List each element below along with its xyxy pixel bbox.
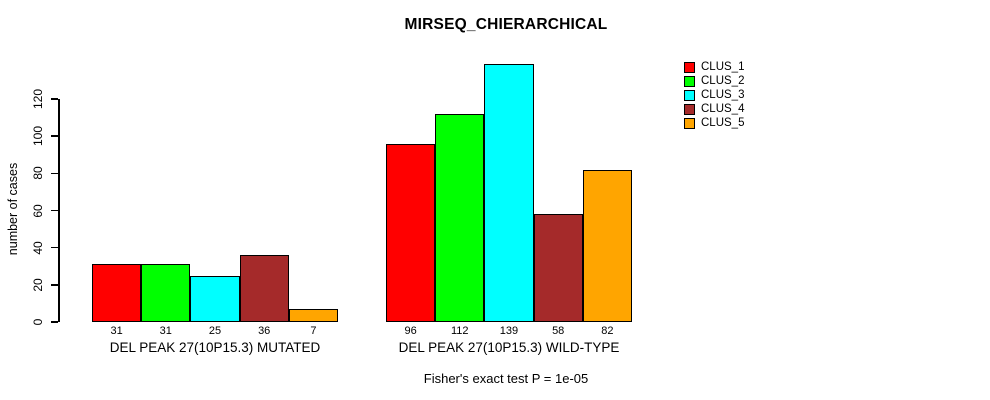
legend-item-clus_5: CLUS_5: [684, 116, 744, 130]
y-tick-mark: [51, 209, 58, 212]
legend-swatch: [684, 89, 695, 101]
y-tick-label: 0: [31, 318, 45, 326]
legend-item-clus_3: CLUS_3: [684, 88, 744, 102]
group-label-mutated: DEL PEAK 27(10P15.3) MUTATED: [109, 340, 321, 355]
bar-clus_3-group1: [190, 275, 240, 322]
legend-label: CLUS_4: [701, 103, 745, 115]
bar-clus_5-group2: [582, 169, 632, 322]
legend-item-clus_2: CLUS_2: [684, 74, 744, 88]
legend-swatch: [684, 103, 695, 115]
bar-value-label: 112: [451, 325, 469, 337]
legend-label: CLUS_1: [701, 61, 745, 73]
legend-label: CLUS_3: [701, 89, 745, 101]
y-tick-mark: [51, 321, 58, 323]
legend-item-clus_1: CLUS_1: [684, 60, 744, 74]
y-axis-title: number of cases: [6, 162, 20, 256]
bar-value-label: 139: [499, 325, 519, 337]
group-label-wild-type: DEL PEAK 27(10P15.3) WILD-TYPE: [398, 340, 620, 355]
legend-label: CLUS_5: [701, 117, 745, 129]
caption-fishers-test: Fisher's exact test P = 1e-05: [423, 371, 589, 386]
chart-title: MIRSEQ_CHIERARCHICAL: [404, 16, 608, 33]
legend-swatch: [684, 61, 695, 73]
bar-clus_2-group2: [435, 113, 485, 322]
legend-swatch: [684, 75, 695, 87]
bar-value-label: 36: [258, 325, 271, 337]
y-tick-mark: [51, 135, 58, 137]
bar-value-label: 58: [552, 325, 565, 337]
bar-clus_1-group2: [386, 143, 436, 322]
bar-clus_5-group1: [288, 308, 338, 322]
bar-clus_4-group1: [239, 255, 289, 322]
legend-item-clus_4: CLUS_4: [684, 102, 744, 116]
y-tick-label: 20: [31, 278, 45, 292]
y-tick-label: 120: [31, 88, 45, 110]
y-tick-label: 40: [31, 240, 45, 255]
bar-value-label: 25: [208, 325, 222, 337]
legend: CLUS_1 CLUS_2 CLUS_3 CLUS_4 CLUS_5: [684, 60, 744, 130]
bar-value-label: 31: [110, 325, 123, 337]
y-tick-mark: [51, 172, 58, 175]
legend-label: CLUS_2: [701, 75, 745, 87]
bar-value-label: 82: [601, 325, 614, 337]
y-tick-mark: [51, 284, 58, 286]
bar-clus_1-group1: [92, 264, 142, 322]
y-tick-mark: [51, 246, 58, 249]
bar-value-label: 96: [404, 325, 417, 337]
bar-value-label: 7: [310, 325, 317, 337]
bar-value-label: 31: [159, 325, 172, 337]
y-tick-label: 80: [31, 166, 45, 181]
y-axis-line: [58, 99, 60, 322]
legend-swatch: [684, 117, 695, 129]
bar-clus_2-group1: [141, 264, 191, 322]
y-tick-label: 60: [31, 203, 45, 218]
y-tick-label: 100: [31, 126, 45, 147]
y-tick-mark: [51, 98, 58, 100]
bar-clus_3-group2: [484, 63, 534, 322]
bar-clus_4-group2: [533, 214, 583, 322]
